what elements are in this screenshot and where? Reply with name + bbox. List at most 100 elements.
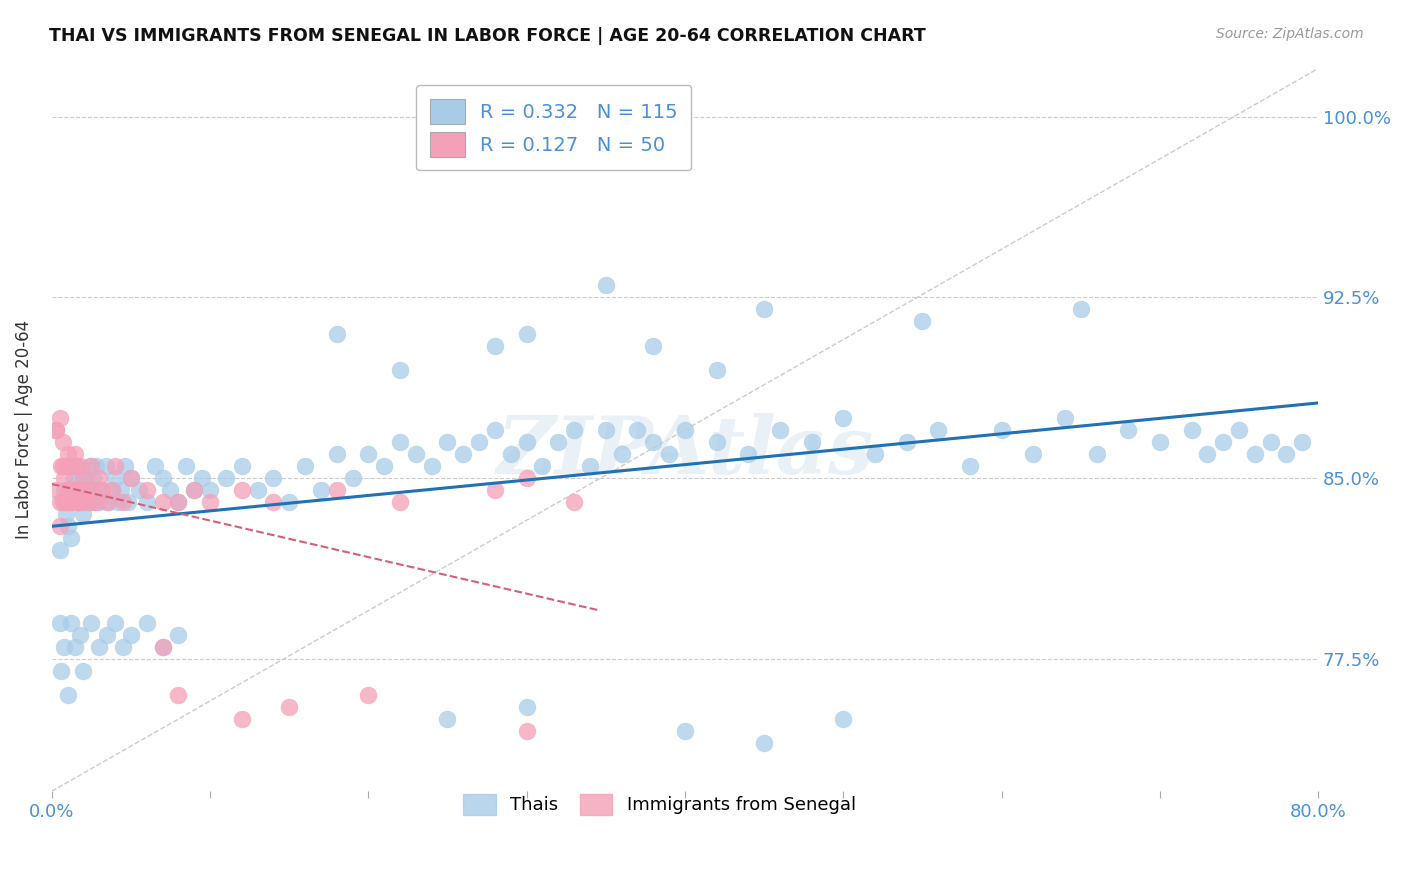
Point xyxy=(626,423,648,437)
Point xyxy=(69,471,91,485)
Point xyxy=(800,434,823,449)
Point xyxy=(198,483,221,497)
Point xyxy=(562,495,585,509)
Point xyxy=(246,483,269,497)
Point xyxy=(65,640,87,654)
Point xyxy=(516,724,538,739)
Y-axis label: In Labor Force | Age 20-64: In Labor Force | Age 20-64 xyxy=(15,320,32,540)
Point xyxy=(309,483,332,497)
Point xyxy=(595,423,617,437)
Point xyxy=(84,495,107,509)
Point xyxy=(120,471,142,485)
Point xyxy=(77,495,100,509)
Point xyxy=(388,495,411,509)
Point xyxy=(468,434,491,449)
Point xyxy=(94,458,117,473)
Point xyxy=(198,495,221,509)
Text: Source: ZipAtlas.com: Source: ZipAtlas.com xyxy=(1216,27,1364,41)
Point xyxy=(610,447,633,461)
Point xyxy=(59,458,82,473)
Point xyxy=(562,423,585,437)
Point xyxy=(69,628,91,642)
Point xyxy=(516,434,538,449)
Point xyxy=(420,458,443,473)
Point xyxy=(183,483,205,497)
Point xyxy=(48,410,70,425)
Point xyxy=(516,471,538,485)
Point xyxy=(436,712,458,726)
Point xyxy=(63,495,86,509)
Point xyxy=(56,495,79,509)
Point xyxy=(579,458,602,473)
Point xyxy=(96,628,118,642)
Point xyxy=(89,471,111,485)
Point xyxy=(1053,410,1076,425)
Point xyxy=(52,495,75,509)
Point xyxy=(547,434,569,449)
Point xyxy=(325,483,347,497)
Point xyxy=(152,640,174,654)
Point xyxy=(48,543,70,558)
Point xyxy=(79,495,101,509)
Point xyxy=(911,314,934,328)
Point xyxy=(111,495,134,509)
Point xyxy=(70,483,93,497)
Point xyxy=(737,447,759,461)
Point xyxy=(152,495,174,509)
Point xyxy=(278,700,301,714)
Point xyxy=(673,724,696,739)
Point xyxy=(65,458,87,473)
Point xyxy=(342,471,364,485)
Point xyxy=(96,495,118,509)
Point xyxy=(262,495,284,509)
Point xyxy=(48,495,70,509)
Point xyxy=(56,495,79,509)
Point xyxy=(1022,447,1045,461)
Point xyxy=(52,434,75,449)
Point xyxy=(110,483,132,497)
Point xyxy=(55,458,77,473)
Point xyxy=(927,423,949,437)
Point xyxy=(67,495,90,509)
Point xyxy=(531,458,554,473)
Point xyxy=(58,495,80,509)
Point xyxy=(59,532,82,546)
Point xyxy=(86,483,108,497)
Point xyxy=(183,483,205,497)
Point xyxy=(167,628,190,642)
Point xyxy=(484,338,506,352)
Point xyxy=(832,410,855,425)
Point xyxy=(65,483,87,497)
Point xyxy=(128,483,150,497)
Point xyxy=(52,458,75,473)
Point xyxy=(56,688,79,702)
Point xyxy=(59,615,82,630)
Point xyxy=(53,471,76,485)
Point xyxy=(83,495,105,509)
Point xyxy=(80,458,103,473)
Point xyxy=(706,434,728,449)
Point xyxy=(215,471,238,485)
Point xyxy=(1212,434,1234,449)
Point xyxy=(673,423,696,437)
Point xyxy=(72,471,94,485)
Point xyxy=(104,458,127,473)
Point xyxy=(167,495,190,509)
Point xyxy=(76,483,98,497)
Point xyxy=(53,640,76,654)
Text: THAI VS IMMIGRANTS FROM SENEGAL IN LABOR FORCE | AGE 20-64 CORRELATION CHART: THAI VS IMMIGRANTS FROM SENEGAL IN LABOR… xyxy=(49,27,927,45)
Point xyxy=(1085,447,1108,461)
Legend: Thais, Immigrants from Senegal: Thais, Immigrants from Senegal xyxy=(453,783,868,826)
Point xyxy=(325,447,347,461)
Point xyxy=(388,434,411,449)
Point xyxy=(45,423,67,437)
Point xyxy=(120,628,142,642)
Point xyxy=(278,495,301,509)
Point xyxy=(111,640,134,654)
Point xyxy=(80,483,103,497)
Point xyxy=(405,447,427,461)
Point xyxy=(63,471,86,485)
Point xyxy=(373,458,395,473)
Point xyxy=(91,483,114,497)
Point xyxy=(176,458,198,473)
